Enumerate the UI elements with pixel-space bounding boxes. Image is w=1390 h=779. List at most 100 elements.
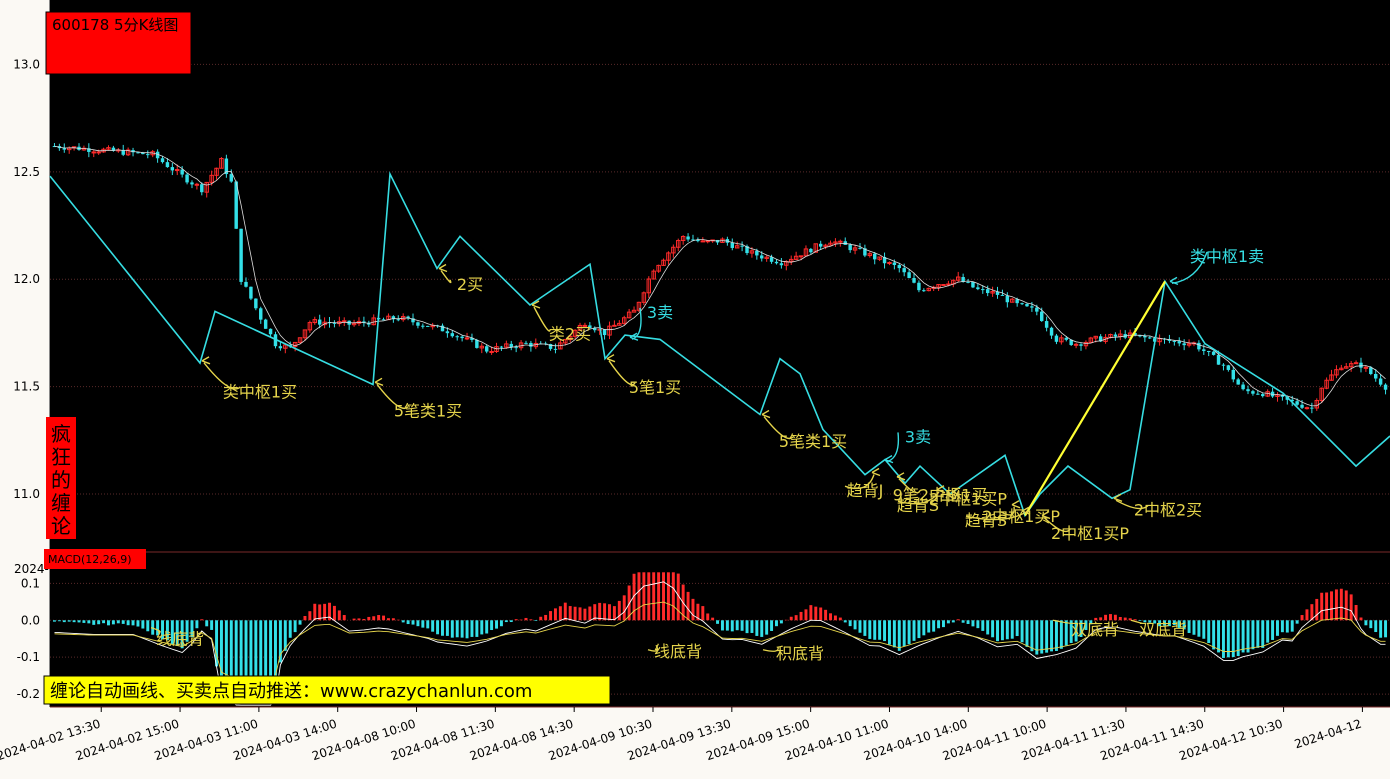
candle-body — [1310, 407, 1314, 409]
candle-body — [818, 243, 823, 247]
candle-body — [445, 331, 450, 334]
candle-body — [1025, 303, 1029, 307]
candle-body — [312, 319, 317, 324]
candle-body — [524, 342, 528, 344]
candle-body — [141, 152, 145, 155]
candle-body — [450, 333, 455, 337]
candle-body — [234, 181, 238, 229]
candle-body — [946, 283, 951, 286]
candle-body — [381, 319, 386, 321]
candle-body — [671, 246, 676, 254]
candle-body — [740, 245, 744, 247]
candle-body — [1211, 351, 1216, 355]
annotation-arrowhead — [1041, 510, 1051, 520]
annotation-label: 2中枢1买P — [982, 507, 1060, 526]
candle-body — [479, 345, 484, 349]
candle-body — [1304, 407, 1310, 410]
candle-body — [917, 282, 921, 291]
candle-body — [224, 158, 229, 175]
annotation-arrowhead — [531, 300, 541, 309]
candle-body — [1064, 337, 1068, 340]
annotation-arrow — [440, 270, 452, 284]
candle-body — [956, 276, 961, 281]
candle-body — [798, 255, 804, 258]
annotation-label: 类2买 — [549, 324, 591, 343]
annotation-arrowhead — [629, 332, 639, 341]
annotation-arrow — [947, 493, 957, 500]
candle-body — [175, 169, 180, 172]
candle-body — [661, 259, 666, 266]
candle-body — [1044, 321, 1049, 328]
candle-body — [416, 322, 420, 326]
candle-body — [455, 336, 459, 338]
candle-body — [268, 328, 273, 335]
candle-body — [1000, 294, 1005, 296]
candle-body — [1221, 364, 1226, 366]
macd-tick-label: -0.1 — [17, 650, 40, 664]
annotation-label: 2买 — [457, 275, 483, 294]
candle-body — [641, 292, 647, 303]
candle-body — [813, 243, 818, 253]
candle-body — [779, 263, 784, 266]
candle-body — [1339, 367, 1344, 371]
candle-body — [676, 240, 681, 248]
annotation-arrowhead — [606, 354, 616, 363]
chan-strokes — [49, 171, 1390, 518]
candle-body — [548, 344, 553, 349]
candle-body — [789, 258, 794, 263]
candle-body — [961, 277, 965, 282]
candle-body — [1030, 306, 1034, 308]
macd-annotation-arrow — [150, 627, 161, 633]
candle-body — [406, 316, 410, 319]
candle-body — [907, 272, 911, 279]
macd-annotation-label: 线底背 — [654, 642, 702, 661]
candle-body — [1231, 369, 1235, 380]
candle-body — [774, 261, 779, 264]
candle-body — [863, 248, 867, 256]
candle-body — [1369, 367, 1373, 374]
candle-body — [1093, 335, 1098, 339]
annotation-arrow — [1000, 506, 1015, 516]
candle-body — [1226, 365, 1231, 370]
annotation-label: 5笔类1买 — [779, 432, 847, 451]
price-gridlines — [50, 63, 1390, 495]
candle-body — [292, 341, 298, 348]
candle-body — [1054, 335, 1059, 342]
candle-body — [809, 248, 813, 253]
macd-annotation-label: 积底背 — [776, 644, 824, 663]
segment-line — [1024, 280, 1166, 517]
annotation-arrowhead — [884, 455, 894, 464]
candle-body — [749, 250, 755, 254]
macd-label-text: MACD(12,26,9) — [48, 553, 132, 566]
candle-body — [1202, 349, 1206, 352]
candle-body — [52, 146, 57, 148]
annotation-label: 5笔类1买 — [394, 402, 462, 421]
candle-body — [734, 245, 740, 249]
candle-body — [214, 167, 219, 176]
macd-annotation-arrow — [1130, 619, 1143, 624]
candle-body — [259, 308, 263, 320]
candle-body — [563, 339, 568, 344]
candle-body — [249, 286, 253, 299]
candle-body — [651, 270, 656, 280]
candle-body — [941, 284, 946, 287]
candle-body — [1280, 394, 1285, 397]
candle-body — [1216, 354, 1221, 365]
candle-body — [87, 148, 91, 152]
candle-body — [1290, 399, 1294, 402]
x-tick-label: 2024-04-12 — [1293, 717, 1364, 752]
promo-banner[interactable]: 缠论自动画线、买卖点自动推送：www.crazychanlun.com — [43, 675, 611, 705]
candle-body — [995, 291, 1000, 295]
candle-body — [509, 343, 513, 348]
candle-body — [362, 321, 366, 323]
candle-body — [691, 239, 695, 241]
candle-body — [146, 154, 150, 156]
annotation-arrowhead — [896, 472, 906, 481]
annotation-label: 2中枢2买 — [1134, 500, 1202, 519]
candle-body — [529, 342, 533, 347]
annotation-arrowhead — [1169, 276, 1179, 286]
candle-body — [514, 347, 518, 349]
